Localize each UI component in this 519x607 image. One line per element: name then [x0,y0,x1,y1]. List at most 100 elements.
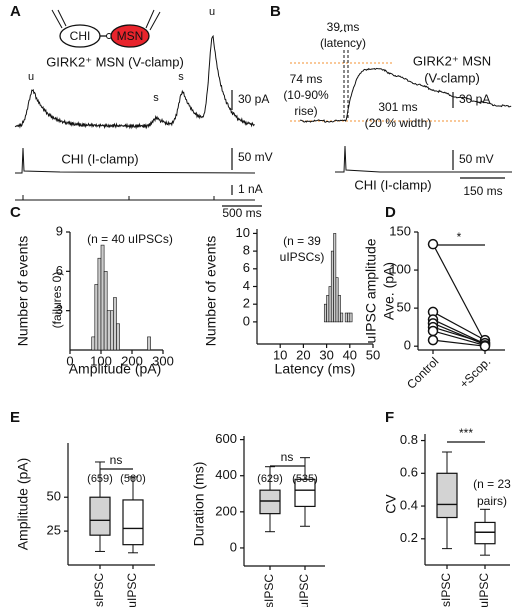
y-tick-label: 3 [56,302,63,317]
annotation: * [457,230,462,244]
x-tick-label: +Scop. [457,354,494,391]
annotation: 74 ms [290,72,323,86]
panel-letter: E [10,409,20,426]
x-tick-label: uIPSC [477,573,491,607]
electrodes [51,9,161,31]
y-tick-label: 0 [243,313,250,328]
annotation: (n = 40 uIPSCs) [87,232,173,246]
scale-label: 30 pA [238,92,269,106]
box [436,472,458,519]
annotation: (failures 0) [50,272,64,329]
chi-trace [335,145,512,173]
histogram-bar [100,244,105,351]
scale-label: 1 nA [238,182,263,196]
histogram-bar [349,312,353,323]
x-tick-label: sIPSC [262,574,276,607]
y-tick-label: 50 [47,489,61,504]
n-label: (629) [257,473,283,485]
histogram-bar [94,284,99,351]
pair-line [432,339,486,347]
histogram-bar [116,323,120,351]
annotation: pairs) [477,494,507,508]
y-tick-label: 8 [243,243,250,258]
y-tick-label: 10 [236,225,250,240]
event-label: s [153,92,159,104]
x-tick-label: 50 [366,347,380,362]
histogram-bar [333,233,337,323]
annotation: uIPSCs) [280,250,325,264]
histogram-bar [344,312,348,323]
x-tick-label: sIPSC [439,573,453,607]
annotation: (n = 23 [473,477,511,491]
box [474,521,496,545]
trace-label: (V-clamp) [424,70,480,85]
x-tick-label: 200 [121,353,143,368]
y-axis-label: Number of events [15,236,31,347]
box [122,499,144,546]
histogram-bar [323,303,327,323]
y-tick-label: 4 [243,278,250,293]
histogram-bar [347,312,351,323]
point [479,340,491,352]
x-tick-label: 0 [66,353,73,368]
x-tick-label: Control [404,354,441,391]
y-tick-label: 0.4 [400,497,418,512]
annotation: 301 ms [378,100,417,114]
y-tick-label: 150 [389,223,411,238]
pair-line [432,330,486,347]
y-tick-label: 400 [215,467,237,482]
annotation: (latency) [320,36,366,50]
histogram-bar [91,336,96,351]
pair-line [432,243,486,343]
y-tick-label: 200 [215,503,237,518]
y-tick-label: 50 [397,300,411,315]
y-axis-label: Ave. (pA) [381,262,397,320]
y-axis-label: uIPSC amplitude [363,238,379,343]
msn-cell [110,24,150,48]
x-tick-label: 10 [273,347,287,362]
histogram-bar [106,310,111,351]
x-tick-label: sIPSC [92,573,106,607]
x-tick-label: 20 [296,347,310,362]
annotation: ns [110,453,123,467]
x-tick-label: 300 [152,353,174,368]
pair-line [432,311,486,341]
y-tick-label: 6 [243,260,250,275]
x-tick-label: uIPSC [297,574,311,607]
histogram-bar [330,250,334,323]
annotation: *** [459,426,473,440]
panel-letter: C [10,204,21,221]
y-tick-label: 0.6 [400,465,418,480]
x-tick-label: uIPSC [125,573,139,607]
pair-line [432,319,486,345]
histogram-bar [340,312,344,323]
histogram-bar [335,277,339,323]
cell-label: MSN [117,29,144,43]
panel-letter: B [270,3,281,20]
panel-letter: A [10,3,21,20]
scale-label: 50 mV [459,152,494,166]
point [427,238,439,250]
annotation: 39 ms [327,20,360,34]
box [89,496,111,536]
y-tick-label: 0.2 [400,530,418,545]
scale-label: 500 ms [222,206,261,220]
pair-line [432,326,486,344]
box [294,478,316,508]
histogram-bar [110,310,114,351]
annotation: (20 % width) [365,116,432,130]
histogram-bar [97,257,102,351]
histogram-bar [147,336,151,351]
x-axis-label: Latency (ms) [275,361,356,377]
trace-label: GIRK2⁺ MSN [413,53,491,68]
panel-letter: D [385,204,396,221]
y-tick-label: 0 [230,539,237,554]
x-tick-label: 100 [90,353,112,368]
scale-label: 50 mV [238,150,273,164]
histogram-bar [103,271,108,351]
cell-label: CHI [70,29,91,43]
x-tick-label: 30 [319,347,333,362]
event-label: u [28,71,34,83]
scale-label: 30 pA [459,92,490,106]
